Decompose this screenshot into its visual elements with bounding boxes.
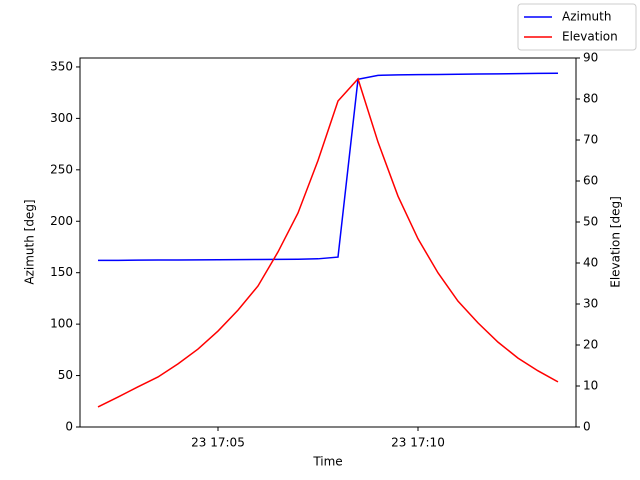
y2-tick-label: 20	[583, 338, 598, 352]
y2-tick-label: 60	[583, 174, 598, 188]
x-axis-label: Time	[312, 455, 342, 469]
plot-frame	[79, 57, 577, 428]
y2-tick-label: 90	[583, 51, 598, 65]
y2-tick-label: 0	[583, 420, 591, 434]
legend-label: Azimuth	[562, 10, 611, 24]
y-tick-label: 50	[58, 368, 73, 382]
y-tick-label: 350	[50, 59, 73, 73]
y-axis-label: Azimuth [deg]	[23, 199, 37, 284]
y-tick-label: 300	[50, 111, 73, 125]
y-tick-label: 100	[50, 317, 73, 331]
y2-tick-label: 40	[583, 256, 598, 270]
y2-tick-label: 50	[583, 215, 598, 229]
series-line	[97, 77, 559, 408]
y-tick-label: 200	[50, 214, 73, 228]
y2-axis-label: Elevation [deg]	[609, 196, 623, 288]
legend-label: Elevation	[562, 30, 618, 44]
legend-box	[517, 3, 637, 51]
y-tick-label: 0	[65, 420, 73, 434]
y2-tick-label: 30	[583, 297, 598, 311]
y-tick-label: 150	[50, 265, 73, 279]
y-tick-label: 250	[50, 162, 73, 176]
x-tick-label: 23 17:05	[191, 436, 245, 450]
y2-tick-label: 80	[583, 92, 598, 106]
series-line	[98, 72, 559, 262]
x-tick-label: 23 17:10	[391, 436, 445, 450]
y2-tick-label: 70	[583, 133, 598, 147]
y2-tick-label: 10	[583, 379, 598, 393]
